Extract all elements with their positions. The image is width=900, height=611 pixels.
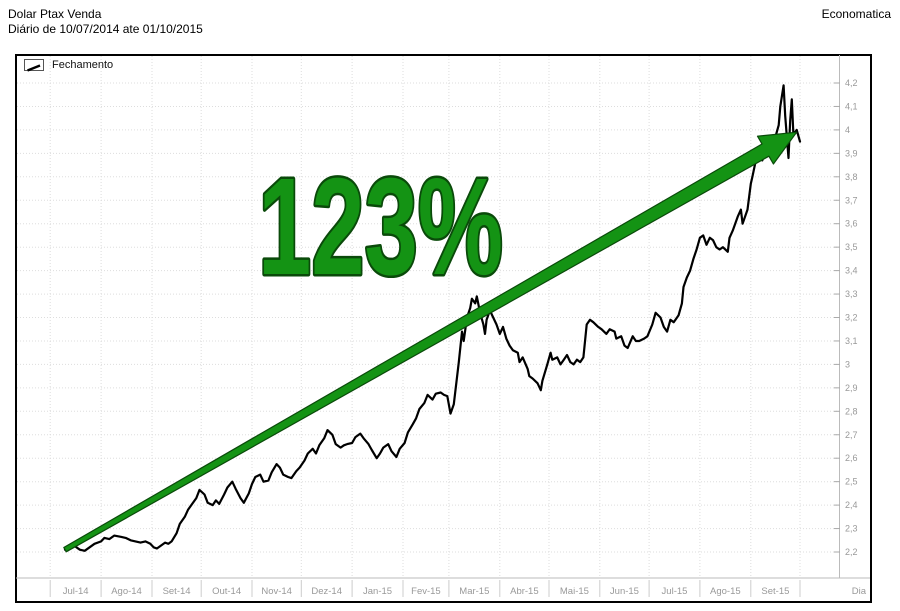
y-tick-label: 3 <box>845 359 850 369</box>
chart-title: Dolar Ptax Venda <box>8 7 102 21</box>
brand-label: Economatica <box>821 7 891 21</box>
y-tick-label: 3,9 <box>845 148 858 158</box>
legend-label: Fechamento <box>52 59 114 71</box>
y-tick-label: 3,3 <box>845 289 858 299</box>
x-month-label: Ago-14 <box>111 586 142 597</box>
y-tick-label: 2,5 <box>845 477 858 487</box>
x-month-label: Ago-15 <box>710 586 741 597</box>
growth-percent-label: 123% <box>258 150 503 304</box>
legend-item-fechamento[interactable]: Fechamento <box>24 59 114 72</box>
x-month-label: Nov-14 <box>261 586 292 597</box>
x-month-label: Mar-15 <box>459 586 489 597</box>
x-axis-title: Dia <box>852 586 867 597</box>
chart-subtitle: Diário de 10/07/2014 ate 01/10/2015 <box>8 22 203 36</box>
y-tick-label: 3,8 <box>845 172 858 182</box>
y-tick-label: 2,6 <box>845 453 858 463</box>
y-tick-label: 3,6 <box>845 219 858 229</box>
y-axis-ticks: 4,2 4,1 4 3,9 3,8 3,7 3,6 3,5 3,4 3,3 3,2 3,1 3 2,9 2,… <box>834 78 858 557</box>
y-tick-label: 2,7 <box>845 430 858 440</box>
x-month-label: Set-14 <box>163 586 191 597</box>
x-month-label: Jan-15 <box>363 586 392 597</box>
y-tick-label: 2,9 <box>845 383 858 393</box>
x-month-label: Abr-15 <box>510 586 539 597</box>
price-line <box>63 84 802 552</box>
y-tick-label: 3,5 <box>845 242 858 252</box>
y-tick-label: 3,4 <box>845 266 858 276</box>
y-tick-label: 2,2 <box>845 547 858 557</box>
y-tick-label: 3,1 <box>845 336 858 346</box>
y-tick-label: 3,7 <box>845 195 858 205</box>
x-axis-ticks: Jul-14 Ago-14 Set-14 Out-14 Nov-14 Dez-14 Jan-… <box>49 580 801 597</box>
y-tick-label: 2,8 <box>845 406 858 416</box>
x-month-label: Fev-15 <box>411 586 441 597</box>
y-tick-label: 3,2 <box>845 313 858 323</box>
x-month-label: Jul-14 <box>63 586 89 597</box>
axes <box>16 55 870 579</box>
y-tick-label: 2,4 <box>845 500 858 510</box>
y-tick-label: 4,2 <box>845 78 858 88</box>
line-sample-icon <box>24 59 44 72</box>
x-month-label: Mai-15 <box>560 586 589 597</box>
x-month-label: Set-15 <box>761 586 789 597</box>
trend-arrow-annotation <box>63 131 798 553</box>
y-tick-label: 4,1 <box>845 101 858 111</box>
y-tick-label: 4 <box>845 125 850 135</box>
x-month-label: Jun-15 <box>610 586 639 597</box>
gridlines <box>17 56 838 577</box>
x-month-label: Out-14 <box>212 586 241 597</box>
x-month-label: Dez-14 <box>311 586 342 597</box>
y-tick-label: 2,3 <box>845 524 858 534</box>
x-month-label: Jul-15 <box>662 586 688 597</box>
